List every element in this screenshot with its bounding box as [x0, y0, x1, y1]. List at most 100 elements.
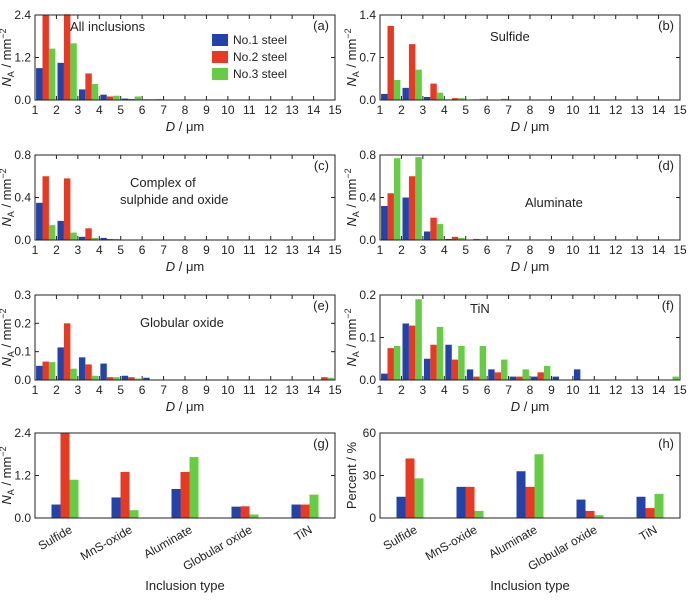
- x-tick-label: 12: [264, 243, 278, 257]
- bar: [516, 376, 523, 380]
- x-tick-label: 6: [139, 243, 146, 257]
- bar: [63, 178, 71, 240]
- bar: [120, 471, 130, 518]
- annotation: TiN: [470, 301, 490, 316]
- x-tick-label: 5: [462, 243, 469, 257]
- annotation: Aluminate: [525, 195, 583, 210]
- bar: [91, 237, 99, 240]
- y-tick-label: 2.4: [14, 426, 31, 440]
- bar: [636, 496, 646, 518]
- x-tick-label: 2: [53, 243, 60, 257]
- x-tick-label: 11: [243, 383, 256, 397]
- x-tick-label: 8: [182, 383, 189, 397]
- bar: [143, 377, 150, 380]
- bar: [525, 486, 535, 518]
- y-axis-label: Percent / %: [344, 441, 359, 509]
- x-tick-label: 5: [462, 383, 469, 397]
- panel-label: (b): [658, 18, 674, 33]
- bar: [430, 83, 437, 100]
- x-tick-label: 12: [609, 243, 623, 257]
- bar: [573, 369, 581, 380]
- x-tick-label: 3: [420, 243, 427, 257]
- bar: [70, 368, 77, 380]
- bar: [423, 231, 431, 240]
- x-tick-label: 4: [96, 383, 103, 397]
- x-tick-label: 10: [221, 243, 235, 257]
- annotation: sulphide and oxide: [120, 192, 228, 207]
- y-tick-label: 0.0: [359, 93, 376, 107]
- legend-swatch: [212, 34, 228, 46]
- y-tick-label: 0.1: [14, 345, 31, 359]
- bar: [473, 238, 480, 240]
- y-tick-label: 0.0: [359, 233, 376, 247]
- x-axis-label: D / μm: [166, 399, 205, 414]
- bar: [91, 84, 99, 100]
- chart-panel-d: 1 2 3 4 5 6 7 8 9 10 11 12 13 14 15D / μmAluminate0.00…: [343, 148, 687, 274]
- x-tick-label: 10: [566, 383, 580, 397]
- x-tick-label: 12: [609, 383, 623, 397]
- x-tick-label: 14: [652, 243, 666, 257]
- bar: [402, 197, 409, 240]
- bar: [63, 323, 71, 380]
- bar: [423, 358, 431, 380]
- bar: [543, 365, 551, 380]
- y-tick-label: 0.3: [14, 288, 31, 302]
- bar: [300, 504, 310, 518]
- bar: [57, 347, 64, 380]
- x-tick-label: 15: [328, 383, 342, 397]
- x-tick-label: 1: [377, 103, 384, 117]
- x-tick-label: 11: [243, 103, 256, 117]
- bar: [466, 369, 474, 380]
- plot-frame: [34, 14, 336, 101]
- bar: [156, 98, 163, 100]
- bar: [171, 488, 181, 518]
- plot-frame: [379, 432, 681, 519]
- x-axis-label: Inclusion type: [490, 578, 570, 593]
- bar: [451, 359, 459, 380]
- y-tick-label: 0.0: [14, 373, 31, 387]
- plot-frame: [379, 14, 681, 101]
- x-tick-label: 6: [139, 103, 146, 117]
- legend-swatch: [212, 51, 228, 63]
- bar: [63, 14, 71, 101]
- panel-label: (e): [313, 298, 329, 313]
- bar: [516, 471, 526, 518]
- x-axis-label: D / μm: [511, 259, 550, 274]
- x-tick-label: 1: [377, 383, 384, 397]
- x-tick-label: 13: [285, 383, 299, 397]
- x-tick-label: 13: [285, 103, 299, 117]
- bar: [474, 510, 484, 518]
- x-tick-label: 8: [527, 383, 534, 397]
- bar: [42, 176, 49, 240]
- y-tick-label: 0.2: [14, 316, 31, 330]
- y-tick-label: 1.2: [14, 469, 31, 483]
- x-tick-label: 3: [75, 103, 82, 117]
- bar: [100, 237, 107, 240]
- panel-label: (c): [314, 158, 329, 173]
- bar: [479, 346, 487, 380]
- bar: [121, 375, 129, 380]
- panel-label: (d): [658, 158, 674, 173]
- x-tick-label: 15: [673, 383, 687, 397]
- bar: [585, 510, 595, 518]
- bar: [381, 93, 388, 100]
- bar: [458, 98, 465, 100]
- x-tick-label: 8: [182, 243, 189, 257]
- y-axis-label: NA / mm−2: [343, 168, 361, 226]
- bar: [85, 228, 92, 240]
- bar: [451, 98, 459, 100]
- bar: [291, 504, 301, 518]
- y-tick-label: 0.8: [359, 148, 376, 162]
- bar: [180, 471, 190, 518]
- x-tick-label: 15: [673, 103, 687, 117]
- bar: [113, 238, 120, 240]
- bar: [106, 96, 114, 100]
- bar: [494, 372, 502, 380]
- x-tick-label: 10: [566, 103, 580, 117]
- bar: [327, 377, 334, 380]
- bar: [36, 68, 43, 100]
- legend-label: No.2 steel: [233, 50, 287, 64]
- bar: [36, 365, 43, 380]
- y-tick-label: 0.7: [359, 51, 376, 65]
- plot-frame: [379, 154, 681, 241]
